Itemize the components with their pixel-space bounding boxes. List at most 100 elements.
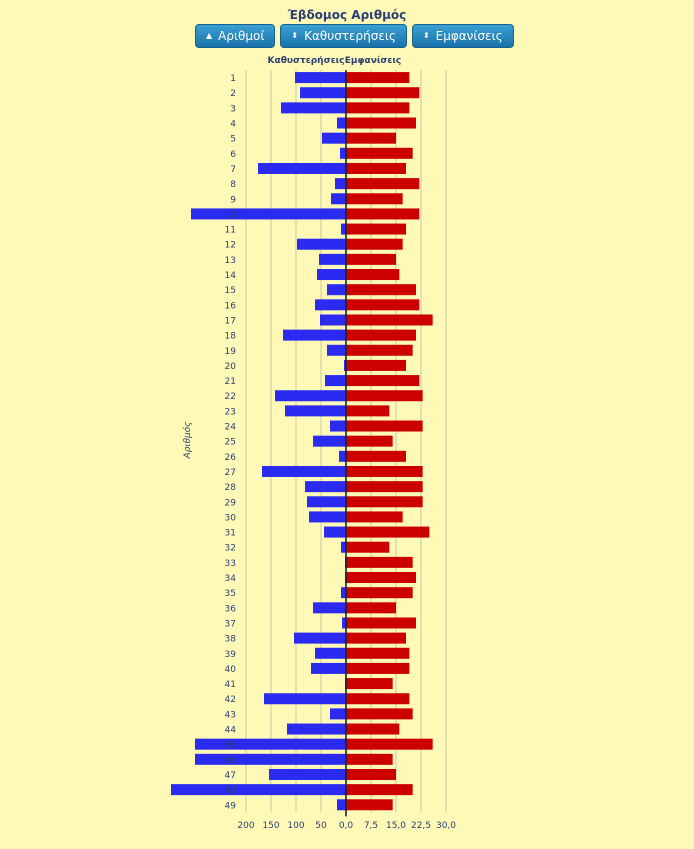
bar-delays bbox=[297, 238, 346, 250]
bar-appearances bbox=[346, 375, 420, 387]
bar-delays bbox=[295, 72, 346, 84]
bar-appearances bbox=[346, 632, 406, 644]
right-tick-label: 0,0 bbox=[339, 821, 354, 831]
bar-delays bbox=[195, 753, 346, 765]
bar-delays bbox=[309, 511, 346, 523]
category-label: 4 bbox=[230, 120, 236, 130]
category-label: 29 bbox=[225, 498, 237, 508]
category-label: 31 bbox=[225, 529, 236, 539]
bar-appearances bbox=[346, 253, 396, 265]
bar-appearances bbox=[346, 678, 393, 690]
bar-delays bbox=[342, 617, 346, 629]
bar-delays bbox=[319, 253, 346, 265]
bar-appearances bbox=[346, 238, 403, 250]
bar-appearances bbox=[346, 435, 393, 447]
sort-arrows-icon: ⬍ bbox=[422, 31, 430, 40]
bar-delays bbox=[337, 799, 346, 811]
category-label: 11 bbox=[225, 226, 236, 236]
chart-title: Έβδομος Αριθμός bbox=[287, 8, 407, 22]
bar-appearances bbox=[346, 572, 416, 584]
bar-appearances bbox=[346, 117, 416, 129]
category-label: 33 bbox=[225, 559, 236, 569]
bar-appearances bbox=[346, 647, 410, 659]
category-label: 16 bbox=[225, 301, 237, 311]
bar-appearances bbox=[346, 465, 423, 477]
bar-delays bbox=[327, 284, 346, 296]
bar-appearances bbox=[346, 496, 423, 508]
category-label: 27 bbox=[225, 468, 236, 478]
bar-delays bbox=[275, 390, 346, 402]
category-label: 28 bbox=[225, 483, 237, 493]
bar-delays bbox=[331, 193, 346, 205]
category-label: 40 bbox=[225, 665, 237, 675]
right-tick-label: 22,5 bbox=[411, 821, 431, 831]
bar-appearances bbox=[346, 344, 413, 356]
sort-arrows-icon: ⬍ bbox=[291, 31, 299, 40]
sort-by-appearances-button[interactable]: ⬍ Εμφανίσεις bbox=[411, 24, 514, 48]
bar-appearances bbox=[346, 723, 400, 735]
bar-appearances bbox=[346, 208, 420, 220]
category-label: 14 bbox=[225, 271, 237, 281]
bar-appearances bbox=[346, 617, 416, 629]
bar-delays bbox=[330, 420, 346, 432]
bar-delays bbox=[322, 132, 346, 144]
sort-by-delays-label: Καθυστερήσεις bbox=[304, 29, 396, 43]
chart-toolbar: ▲ Αριθμοί ⬍ Καθυστερήσεις ⬍ Εμφανίσεις bbox=[195, 24, 514, 48]
bar-appearances bbox=[346, 753, 393, 765]
triangle-up-icon: ▲ bbox=[206, 31, 213, 40]
bar-appearances bbox=[346, 799, 393, 811]
bar-delays bbox=[281, 102, 346, 114]
bar-appearances bbox=[346, 102, 410, 114]
category-label: 7 bbox=[230, 165, 236, 175]
category-label: 21 bbox=[225, 377, 236, 387]
category-label: 45 bbox=[225, 741, 236, 751]
bar-appearances bbox=[346, 299, 420, 311]
right-tick-label: 15,0 bbox=[386, 821, 406, 831]
bar-appearances bbox=[346, 784, 413, 796]
bar-delays bbox=[287, 723, 346, 735]
bar-delays bbox=[327, 344, 346, 356]
bar-appearances bbox=[346, 481, 423, 493]
bar-delays bbox=[325, 375, 346, 387]
sort-by-delays-button[interactable]: ⬍ Καθυστερήσεις bbox=[280, 24, 407, 48]
bar-delays bbox=[341, 223, 346, 235]
category-label: 42 bbox=[225, 695, 236, 705]
bar-delays bbox=[337, 117, 346, 129]
category-label: 46 bbox=[225, 756, 237, 766]
bar-delays bbox=[300, 87, 346, 99]
category-label: 48 bbox=[225, 786, 237, 796]
bar-delays bbox=[195, 738, 346, 750]
bar-appearances bbox=[346, 420, 423, 432]
category-label: 26 bbox=[225, 453, 237, 463]
category-label: 20 bbox=[225, 362, 237, 372]
bar-delays bbox=[191, 208, 346, 220]
category-label: 12 bbox=[225, 241, 236, 251]
bar-appearances bbox=[346, 405, 390, 417]
category-label: 37 bbox=[225, 619, 236, 629]
bar-delays bbox=[283, 329, 346, 341]
sort-by-number-label: Αριθμοί bbox=[218, 29, 265, 43]
sort-by-number-button[interactable]: ▲ Αριθμοί bbox=[195, 24, 276, 48]
left-tick-label: 50 bbox=[315, 821, 327, 831]
bar-delays bbox=[294, 632, 346, 644]
category-label: 17 bbox=[225, 316, 236, 326]
bar-delays bbox=[341, 541, 346, 553]
category-label: 35 bbox=[225, 589, 236, 599]
bar-delays bbox=[324, 526, 346, 538]
bar-delays bbox=[285, 405, 346, 417]
category-label: 22 bbox=[225, 392, 236, 402]
left-tick-label: 100 bbox=[287, 821, 304, 831]
bar-delays bbox=[269, 768, 346, 780]
category-label: 44 bbox=[225, 726, 237, 736]
bar-delays bbox=[341, 587, 346, 599]
bar-appearances bbox=[346, 223, 406, 235]
bar-appearances bbox=[346, 284, 416, 296]
bar-appearances bbox=[346, 72, 410, 84]
bar-appearances bbox=[346, 87, 420, 99]
category-label: 25 bbox=[225, 438, 236, 448]
bar-appearances bbox=[346, 193, 403, 205]
category-label: 18 bbox=[225, 332, 237, 342]
category-label: 47 bbox=[225, 771, 236, 781]
right-series-title: Εμφανίσεις bbox=[345, 55, 402, 66]
